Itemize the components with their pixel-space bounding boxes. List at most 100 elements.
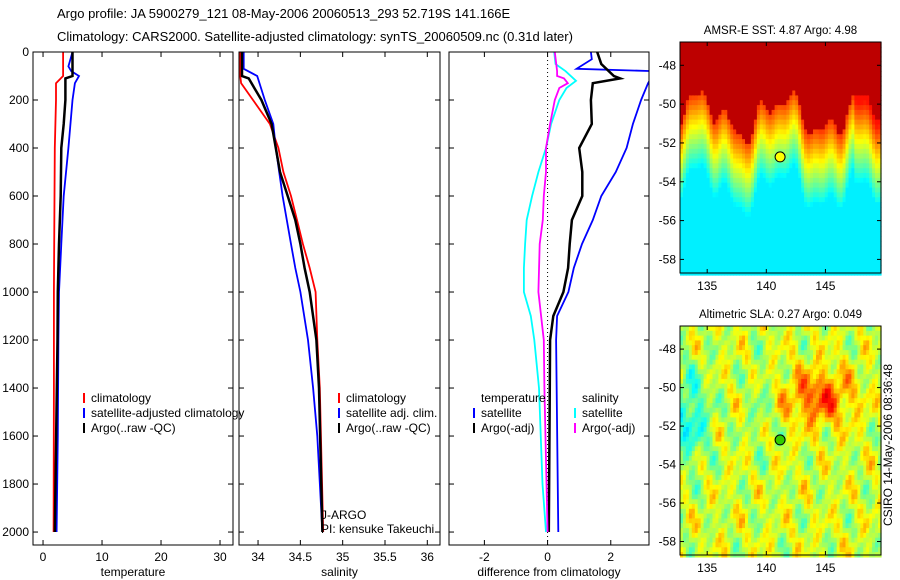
heatmap-cell [712,129,717,135]
heatmap-cell [798,177,802,184]
heatmap-cell [742,192,746,198]
heatmap-cell [786,46,790,53]
heatmap-cell [730,221,734,228]
heatmap-cell [848,211,853,218]
heatmap-cell [724,211,728,218]
heatmap-cell [839,90,844,96]
heatmap-cell [724,163,728,169]
heatmap-cell [753,46,758,53]
heatmap-cell [783,231,788,237]
heatmap-cell [715,537,720,544]
heatmap-cell [739,407,743,414]
heatmap-cell [721,427,725,433]
heatmap-cell [762,61,767,67]
heatmap-cell [750,197,755,203]
heatmap-cell [875,71,879,77]
heatmap-cell [680,374,684,380]
heatmap-cell [691,350,696,356]
heatmap-cell [685,85,690,92]
heatmap-cell [768,494,773,500]
heatmap-cell [786,236,790,242]
heatmap-cell [733,71,737,77]
heatmap-cell [869,148,873,155]
heatmap-cell [854,46,858,53]
heatmap-cell [771,441,776,447]
heatmap-cell [688,46,693,53]
heatmap-cell [750,134,755,140]
heatmap-cell [700,260,705,266]
heatmap-cell [718,76,722,82]
heatmap-cell [875,221,879,228]
heatmap-cell [691,100,696,106]
heatmap-cell [718,100,722,106]
heatmap-cell [768,202,773,208]
heatmap-cell [857,192,861,198]
heatmap-cell [730,407,734,414]
heatmap-cell [753,364,758,370]
heatmap-cell [765,168,770,174]
heatmap-cell [765,192,770,198]
x-axis-label: difference from climatology [477,565,620,579]
heatmap-cell [685,153,690,160]
heatmap-cell [875,109,879,116]
heatmap-cell [818,158,823,164]
heatmap-cell [824,85,829,92]
heatmap-cell [727,523,731,529]
heatmap-cell [739,100,743,106]
heatmap-cell [712,484,717,491]
heatmap-cell [762,436,767,443]
heatmap-cell [703,163,708,169]
heatmap-cell [857,85,861,92]
heatmap-cell [783,56,788,63]
heatmap-cell [810,182,814,189]
heatmap-cell [748,202,752,208]
heatmap-cell [827,173,832,179]
heatmap-cell [816,66,820,72]
heatmap-cell [724,470,728,476]
heatmap-cell [683,393,687,399]
heatmap-cell [694,494,699,500]
heatmap-cell [851,71,855,77]
heatmap-cell [756,109,761,116]
heatmap-cell [756,350,761,356]
heatmap-cell [768,80,773,87]
heatmap-cell [724,359,728,366]
heatmap-cell [688,61,693,67]
heatmap-cell [727,265,731,271]
heatmap-cell [851,211,855,218]
salinity-panel: 34 34.5 35 35.5 36salinityclimatologysatelli… [238,51,441,579]
heatmap-cell [700,168,705,174]
heatmap-cell [860,143,864,150]
heatmap-cell [848,236,853,242]
heatmap-cell [875,119,879,126]
heatmap-cell [703,143,708,150]
heatmap-cell [842,66,847,72]
heatmap-cell [712,202,717,208]
heatmap-cell [845,148,850,155]
heatmap-cell [869,226,873,232]
heatmap-cell [721,508,725,515]
heatmap-cell [706,80,711,87]
heatmap-cell [821,66,826,72]
heatmap-cell [807,182,811,189]
heatmap-cell [748,489,752,495]
heatmap-cell [771,231,776,237]
heatmap-cell [703,508,708,515]
heatmap-cell [759,182,764,189]
heatmap-cell [765,100,770,106]
heatmap-cell [733,90,737,96]
heatmap-cell [878,197,882,203]
heatmap-cell [792,255,796,261]
heatmap-cell [783,211,788,218]
heatmap-cell [759,518,764,524]
heatmap-cell [733,393,737,399]
heatmap-cell [771,265,776,271]
heatmap-cell [753,109,758,116]
heatmap-cell [762,46,767,53]
heatmap-cell [753,518,758,524]
heatmap-cell [739,76,743,82]
heatmap-cell [762,460,767,467]
heatmap-cell [810,226,814,232]
heatmap-cell [715,76,720,82]
heatmap-cell [816,168,820,174]
